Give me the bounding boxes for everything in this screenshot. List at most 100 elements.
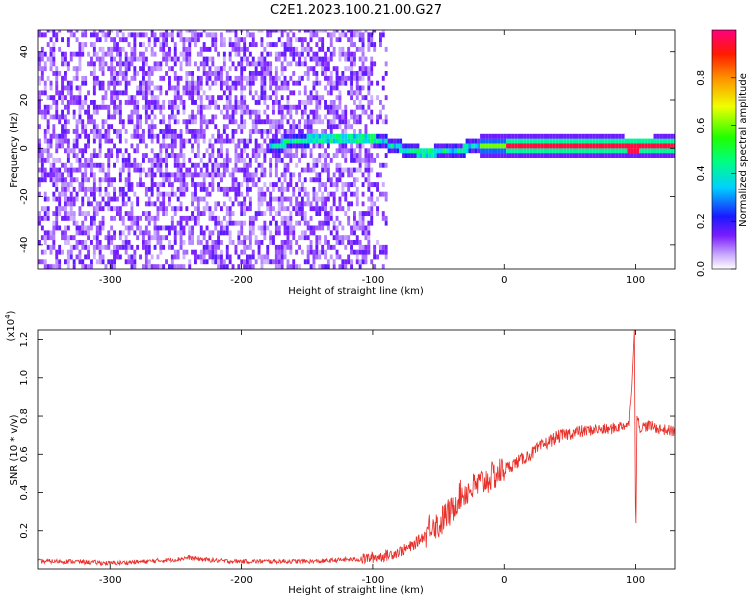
spectrogram-cell [118,138,122,144]
spectrogram-cell [84,191,88,197]
spectrogram-cell [243,259,247,265]
spectrogram-cell [222,66,226,72]
spectrogram-cell [381,138,385,144]
spectrogram-cell [168,191,171,197]
spectrogram-cell [647,148,651,154]
spectrogram-cell [101,71,105,76]
spectrogram-cell [66,186,70,192]
spectrogram-cell [243,196,247,202]
spectrogram-cell [240,249,244,255]
spectrogram-cell [324,157,327,163]
spectrogram-cell [332,201,336,207]
spectrogram-cell [537,143,541,149]
spectrogram-cell [40,259,44,265]
spectrogram-cell [66,211,70,216]
spectrogram-cell [283,167,287,173]
spectrogram-cell [243,211,247,216]
spectrogram-cell [87,264,90,269]
spectrogram-cell [107,201,111,207]
spectrogram-cell [87,90,90,96]
spectrogram-cell [243,138,247,144]
spectrogram-cell [364,109,368,115]
spectrogram-cell [248,75,252,81]
spectrogram-cell [483,153,486,158]
spectrogram-cell [630,143,634,149]
spectrogram-cell [454,153,457,158]
spectrogram-cell [520,153,524,158]
spectrogram-cell [205,244,209,250]
spectrogram-cell [130,244,134,250]
spectrogram-cell [165,90,168,96]
spectrogram-cell [43,230,47,236]
spectrogram-cell [272,143,275,149]
spectrogram-cell [49,162,53,168]
spectrogram-cell [121,75,125,81]
spectrogram-cell [202,129,206,134]
spectrogram-cell [168,114,171,120]
spectrogram-cell [274,162,278,168]
spectrogram-cell [286,153,290,158]
spectrogram-cell [168,51,171,57]
spectrogram-cell [636,138,639,144]
spectrogram-cell [182,162,186,168]
spectrogram-cell [87,186,90,192]
spectrogram-cell [451,143,455,149]
spectrogram-cell [150,32,154,38]
spectrogram-cell [300,206,304,212]
spectrogram-cell [217,244,220,250]
spectrogram-cell [98,225,102,231]
spectrogram-cell [630,138,634,144]
spectrogram-cell [162,201,166,207]
spectrogram-cell [101,80,105,86]
spectrogram-cell [361,95,365,101]
spectrogram-cell [243,119,247,125]
spectrogram-cell [358,66,362,72]
spectrogram-cell [159,225,163,231]
spectrogram-cell [196,211,200,216]
spectrogram-cell [350,56,353,62]
spectrogram-cell [217,66,220,72]
spectrogram-cell [214,225,218,231]
spectrogram-cell [272,196,275,202]
spectrogram-cell [208,153,212,158]
spectrogram-cell [144,85,148,91]
spectrogram-cell [324,71,327,76]
spectrogram-cell [592,143,596,149]
spectrogram-y-tick-label: 40 [19,45,30,58]
spectrogram-cell [121,157,125,163]
spectrogram-cell [650,148,654,154]
spectrogram-cell [231,240,235,245]
spectrogram-cell [361,42,365,47]
spectrogram-cell [552,148,556,154]
spectrogram-cell [55,172,59,178]
spectrogram-cell [156,186,160,192]
spectrogram-cell [329,109,333,115]
spectrogram-cell [662,143,665,149]
spectrogram-cell [260,259,264,265]
spectrogram-cell [269,148,273,154]
spectrogram-cell [150,177,154,183]
spectrogram-cell [523,153,527,158]
spectrogram-cell [248,259,252,265]
spectrogram-cell [176,95,180,101]
spectrogram-cell [347,240,351,245]
spectrogram-cell [344,264,348,269]
spectrogram-cell [139,167,142,173]
spectrogram-cell [205,240,209,245]
spectrogram-cell [170,259,174,265]
spectrogram-cell [104,153,108,158]
spectrogram-cell [321,196,325,202]
spectrogram-cell [104,104,108,110]
spectrogram-cell [194,182,197,187]
spectrogram-cell [191,30,194,33]
spectrogram-cell [257,30,261,33]
spectrogram-cell [110,56,114,62]
spectrogram-cell [315,32,319,38]
spectrogram-cell [92,211,96,216]
spectrogram-cell [220,220,223,226]
spectrogram-cell [260,162,264,168]
spectrogram-cell [211,114,215,120]
spectrogram-cell [95,235,99,241]
spectrogram-cell [283,225,287,231]
spectrogram-cell [309,244,313,250]
